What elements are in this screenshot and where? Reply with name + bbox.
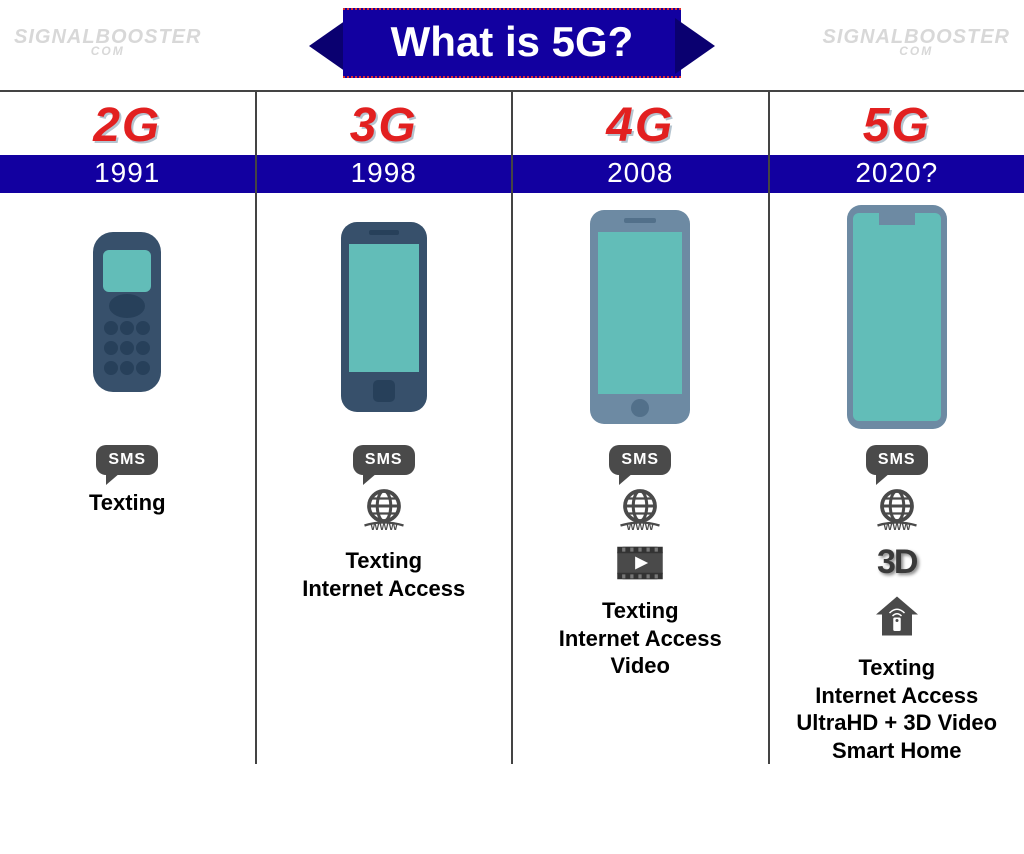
feature-line: Internet Access xyxy=(302,575,465,603)
column-5g: 5G 2020? SMS WWW 3D TextingInternet Acce… xyxy=(770,92,1024,764)
video-icon xyxy=(614,543,666,583)
sms-icon: SMS xyxy=(353,445,415,475)
generation-label: 2G xyxy=(93,98,161,153)
feature-list: TextingInternet AccessVideo xyxy=(559,597,722,680)
header: SIGNALBOOSTER COM What is 5G? SIGNALBOOS… xyxy=(0,0,1024,90)
phone-smart-icon xyxy=(580,208,700,428)
phone-classic-icon xyxy=(77,228,177,408)
column-3g: 3G 1998 SMS WWW TextingInternet Access xyxy=(257,92,514,764)
phone-illustration xyxy=(580,203,700,433)
year-bar: 2020? xyxy=(770,155,1024,193)
phone-illustration xyxy=(329,203,439,433)
generation-label: 3G xyxy=(350,98,418,153)
feature-line: Texting xyxy=(89,489,166,517)
phone-modern-icon xyxy=(837,203,957,433)
watermark-left: SIGNALBOOSTER COM xyxy=(14,28,201,57)
feature-line: UltraHD + 3D Video xyxy=(796,709,997,737)
threed-icon: 3D xyxy=(877,543,916,582)
generation-columns: 2G 1991 SMS Texting 3G 1998 SMS xyxy=(0,92,1024,764)
column-2g: 2G 1991 SMS Texting xyxy=(0,92,257,764)
feature-list: TextingInternet Access xyxy=(302,547,465,602)
year-bar: 2008 xyxy=(513,155,768,193)
phone-illustration xyxy=(77,203,177,433)
feature-line: Internet Access xyxy=(559,625,722,653)
page-title: What is 5G? xyxy=(343,8,682,78)
smart-home-icon xyxy=(873,592,921,640)
feature-line: Smart Home xyxy=(796,737,997,765)
www-icon: WWW xyxy=(616,485,664,533)
column-4g: 4G 2008 SMS WWW TextingInternet Access xyxy=(513,92,770,764)
feature-icons: SMS WWW xyxy=(609,445,671,583)
phone-illustration xyxy=(837,203,957,433)
year-bar: 1991 xyxy=(0,155,255,193)
title-banner: What is 5G? xyxy=(343,8,682,78)
phone-early-smart-icon xyxy=(329,218,439,418)
feature-line: Internet Access xyxy=(796,682,997,710)
www-icon: WWW xyxy=(873,485,921,533)
feature-line: Video xyxy=(559,652,722,680)
feature-line: Texting xyxy=(302,547,465,575)
feature-line: Texting xyxy=(559,597,722,625)
watermark-right: SIGNALBOOSTER COM xyxy=(823,28,1010,57)
generation-label: 4G xyxy=(606,98,674,153)
sms-icon: SMS xyxy=(96,445,158,475)
generation-label: 5G xyxy=(863,98,931,153)
feature-icons: SMS WWW xyxy=(353,445,415,533)
feature-line: Texting xyxy=(796,654,997,682)
feature-list: TextingInternet AccessUltraHD + 3D Video… xyxy=(796,654,997,764)
feature-icons: SMS WWW 3D xyxy=(866,445,928,640)
sms-icon: SMS xyxy=(609,445,671,475)
year-bar: 1998 xyxy=(257,155,512,193)
feature-icons: SMS xyxy=(96,445,158,475)
www-icon: WWW xyxy=(360,485,408,533)
feature-list: Texting xyxy=(89,489,166,517)
sms-icon: SMS xyxy=(866,445,928,475)
